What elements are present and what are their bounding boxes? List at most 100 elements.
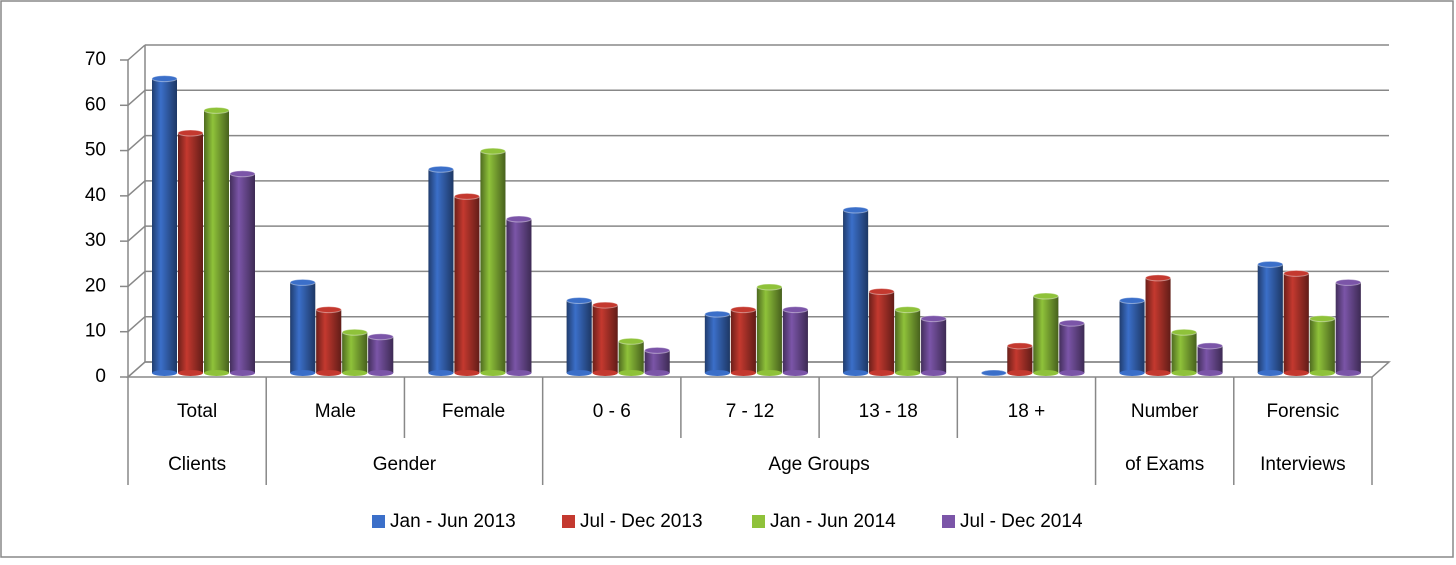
bar <box>178 132 203 373</box>
x-tick-label: 0 - 6 <box>593 401 631 422</box>
legend-label: Jul - Dec 2013 <box>580 511 703 532</box>
bar-cap <box>644 346 671 354</box>
bar-base <box>1171 370 1197 376</box>
x-tick-label: 7 - 12 <box>726 401 775 422</box>
x-tick-label: Number <box>1131 401 1199 422</box>
bar-cap <box>1257 260 1284 268</box>
bar-cap <box>894 306 921 314</box>
bar-base <box>618 370 644 376</box>
bar <box>428 169 454 373</box>
bar-cap <box>1197 342 1224 350</box>
bar <box>869 291 895 373</box>
bar <box>368 336 394 373</box>
bar-base <box>1007 370 1033 376</box>
bar <box>454 196 480 373</box>
bar-cap <box>1171 328 1198 336</box>
bar-cap <box>618 337 645 345</box>
bar-cap <box>1058 319 1085 327</box>
legend-swatch <box>372 515 385 528</box>
bar <box>1059 323 1085 373</box>
bar-cap <box>730 306 757 314</box>
bar-base <box>506 370 532 376</box>
bar <box>290 282 316 373</box>
side-grid-line <box>127 180 146 197</box>
x-tick-label: Male <box>315 401 356 422</box>
bar-cap <box>151 75 178 83</box>
group-label: Age Groups <box>768 454 869 475</box>
bar <box>618 341 644 373</box>
group-label: of Exams <box>1125 454 1204 475</box>
side-grid-line <box>127 135 146 152</box>
bar-base <box>756 370 782 376</box>
y-tick-label: 20 <box>85 275 106 296</box>
bar-cap <box>920 315 947 323</box>
bar-cap <box>1145 274 1172 282</box>
bar-cap <box>868 287 895 295</box>
legend-label: Jan - Jun 2013 <box>390 511 516 532</box>
bar-base <box>1335 370 1361 376</box>
bar-base <box>921 370 947 376</box>
bar-base <box>316 370 342 376</box>
bar-base <box>290 370 316 376</box>
bar <box>480 151 506 373</box>
bar-cap <box>229 170 256 178</box>
bar <box>1283 273 1309 373</box>
x-tick-label: 13 - 18 <box>859 401 918 422</box>
bar <box>756 286 782 373</box>
bar <box>592 305 618 373</box>
y-tick-label: 10 <box>85 321 106 342</box>
side-grid-line <box>127 270 146 287</box>
bar-cap <box>479 147 506 155</box>
side-grid-line <box>127 44 146 61</box>
y-tick-label: 60 <box>85 94 106 115</box>
bar-base <box>152 370 177 376</box>
bar-base <box>1283 370 1309 376</box>
legend-swatch <box>562 515 575 528</box>
bar-base <box>869 370 895 376</box>
bar-base <box>178 370 203 376</box>
bar-cap <box>367 333 394 341</box>
x-tick-label: 18 + <box>1008 401 1046 422</box>
bar-cap <box>1335 278 1362 286</box>
bar-cap <box>756 283 783 291</box>
bar-base <box>1059 370 1085 376</box>
bar-base <box>1257 370 1283 376</box>
bar-cap <box>427 165 454 173</box>
x-tick-label: Total <box>177 401 217 422</box>
bar <box>704 314 730 373</box>
bar <box>1309 318 1335 373</box>
side-grid-line <box>127 316 146 333</box>
bar-cap <box>1283 269 1310 277</box>
side-grid-line <box>127 225 146 242</box>
bar <box>204 110 229 373</box>
bar <box>1335 282 1361 373</box>
group-label: Gender <box>373 454 437 475</box>
bar-cap <box>341 328 368 336</box>
y-tick-label: 50 <box>85 140 106 161</box>
bar <box>730 309 756 373</box>
bar-base <box>704 370 730 376</box>
legend-label: Jul - Dec 2014 <box>960 511 1083 532</box>
bar-base <box>592 370 618 376</box>
bar <box>566 300 592 373</box>
bar-base <box>342 370 368 376</box>
bar <box>506 219 532 373</box>
bar-cap <box>453 192 480 200</box>
group-label: Interviews <box>1260 454 1346 475</box>
bar-cap <box>1309 315 1336 323</box>
bar-cap <box>203 106 230 114</box>
bar <box>782 309 808 373</box>
bar-cap <box>505 215 532 223</box>
bar <box>1007 345 1033 373</box>
bar-cap <box>782 306 809 314</box>
y-tick-label: 30 <box>85 230 106 251</box>
group-label: Clients <box>168 454 226 475</box>
bar-base <box>230 370 255 376</box>
bar <box>316 309 342 373</box>
bar-cap <box>980 369 1007 377</box>
bar-base <box>1145 370 1171 376</box>
bar-base <box>1119 370 1145 376</box>
bar-cap <box>289 278 316 286</box>
bar <box>1033 296 1059 373</box>
